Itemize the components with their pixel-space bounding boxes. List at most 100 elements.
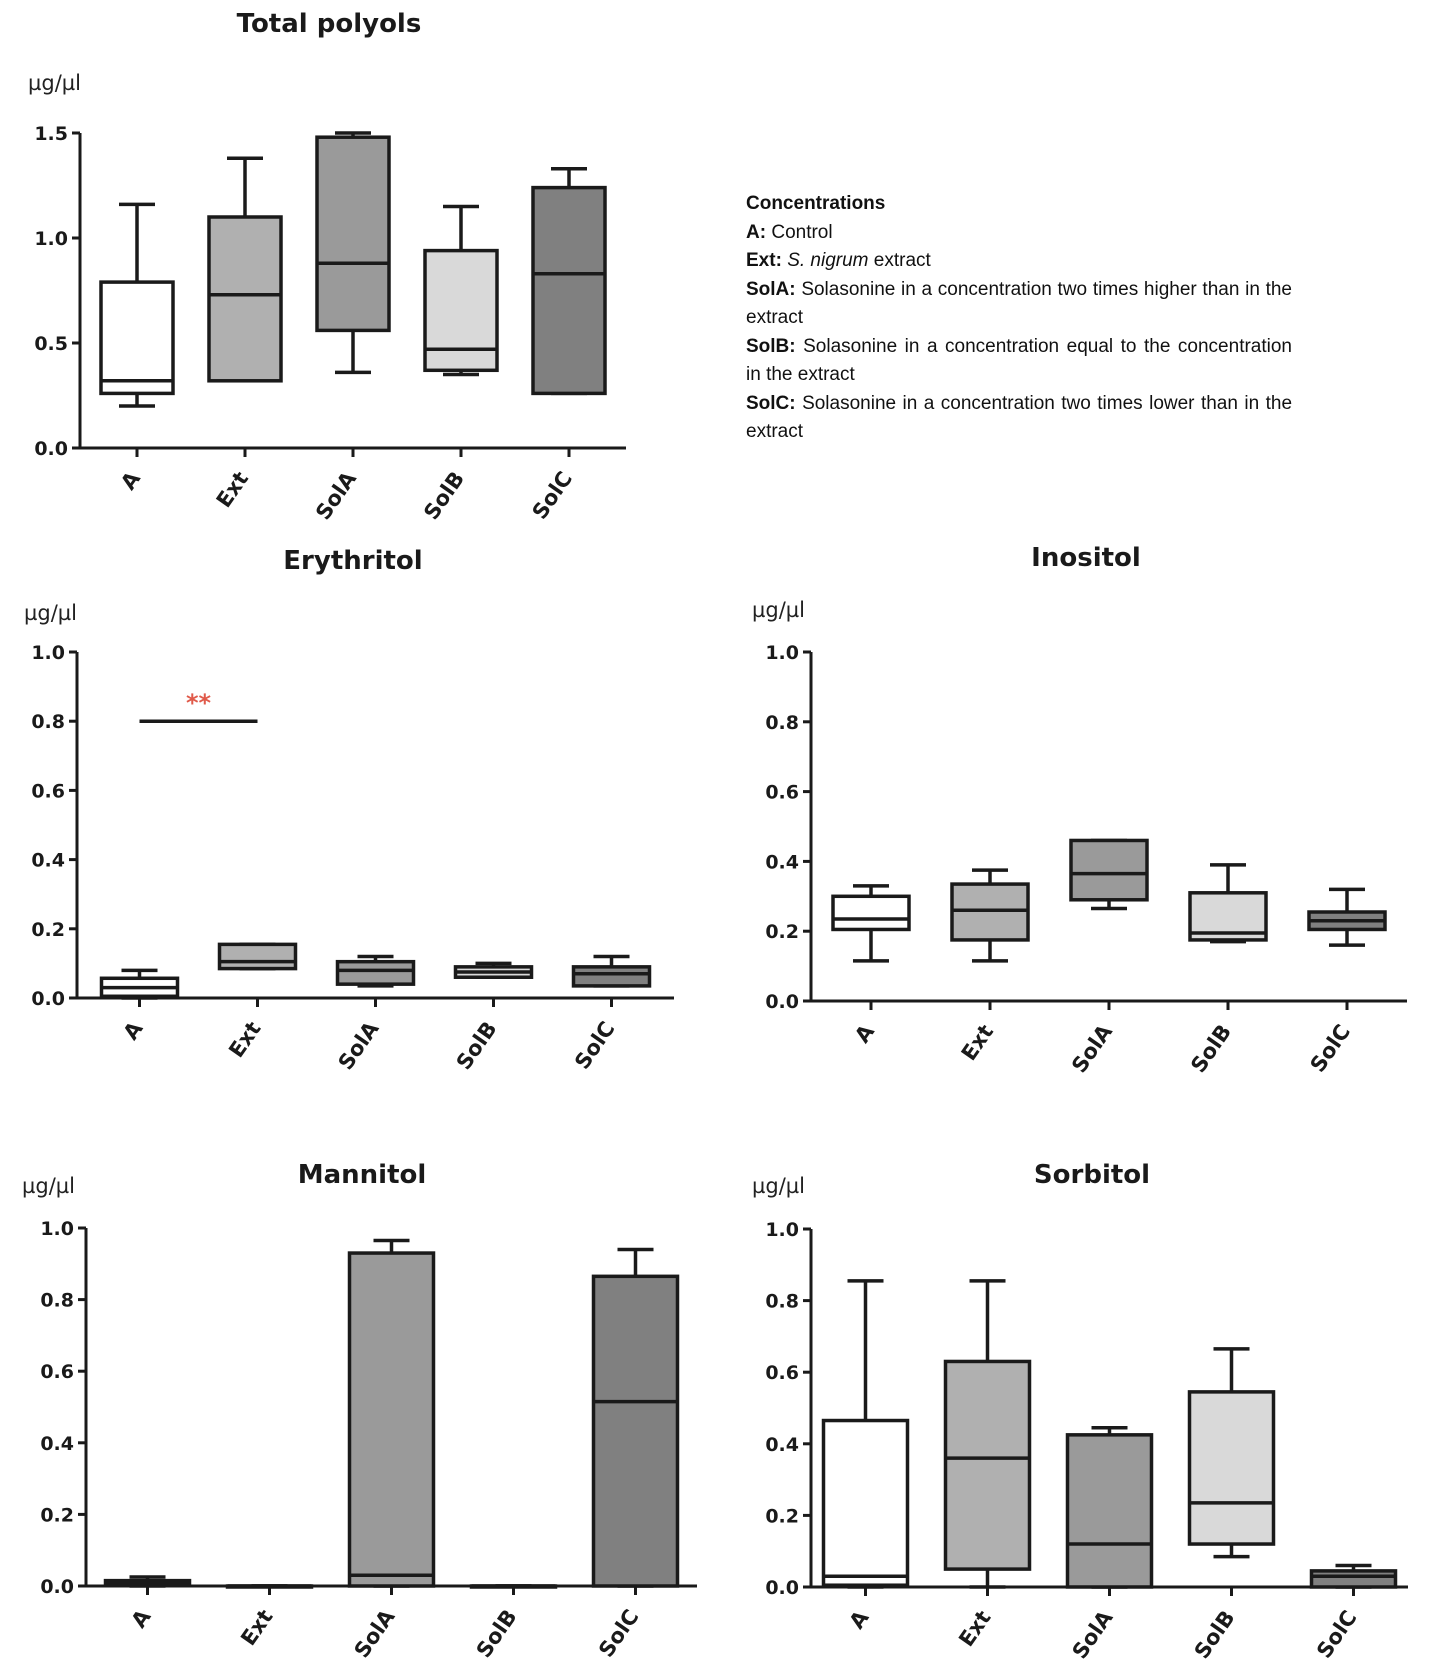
y-axis-unit-label: µg/µl xyxy=(28,71,81,95)
box-iqr xyxy=(1309,1569,1398,1589)
box-solb: SolB xyxy=(1187,1347,1276,1663)
box-ext: Ext xyxy=(207,156,283,512)
x-tick-label: SolB xyxy=(1190,1606,1240,1663)
x-tick-label: SolB xyxy=(1186,1020,1236,1077)
y-tick-label: 0.2 xyxy=(765,921,799,943)
box-solc: SolC xyxy=(591,1247,680,1662)
y-axis-unit-label: µg/µl xyxy=(752,1174,805,1198)
chart-inositol: Inositol µg/µl 0.0 0.2 0.4 0.6 0.8 1.0 A Ext SolA S… xyxy=(752,543,1407,1077)
box-solb: SolB xyxy=(419,204,499,524)
box-iqr xyxy=(335,959,416,986)
box-sola: SolA xyxy=(1067,838,1149,1078)
y-axis-unit-label: µg/µl xyxy=(24,601,77,625)
box-iqr xyxy=(1065,1433,1154,1589)
y-tick-label: 1.0 xyxy=(765,642,799,664)
x-tick-label: SolA xyxy=(1067,1020,1117,1078)
box-iqr xyxy=(821,1418,910,1587)
y-tick-label: 0.0 xyxy=(34,438,68,460)
x-tick-label: SolB xyxy=(419,467,469,524)
box-solc: SolC xyxy=(528,166,607,524)
y-tick-label: 0.0 xyxy=(31,988,65,1010)
box-iqr xyxy=(571,965,652,988)
x-tick-label: SolA xyxy=(334,1017,384,1075)
legend-title: Concentrations xyxy=(746,193,886,214)
y-tick-label: 0.0 xyxy=(765,1577,799,1599)
box-iqr xyxy=(943,1359,1032,1571)
y-tick-label: 0.6 xyxy=(765,1362,799,1384)
y-tick-label: 0.8 xyxy=(765,1291,799,1313)
box-iqr xyxy=(347,1251,436,1588)
legend-key: SolC: xyxy=(746,392,796,414)
x-tick-label: SolC xyxy=(570,1017,620,1074)
box-iqr xyxy=(831,894,911,932)
significance-label: ** xyxy=(186,689,212,717)
chart-title: Erythritol xyxy=(283,546,422,576)
box-ext: Ext xyxy=(217,942,298,1062)
chart-sorbitol: Sorbitol µg/µl 0.0 0.2 0.4 0.6 0.8 1.0 A Ext SolA S… xyxy=(752,1160,1408,1663)
y-tick-label: 0.8 xyxy=(40,1290,74,1312)
box-a: A xyxy=(821,1279,910,1634)
legend-item-a: A: Control xyxy=(746,219,1292,248)
x-tick-label: A xyxy=(845,1606,874,1634)
chart-erythritol: Erythritol µg/µl 0.0 0.2 0.4 0.6 0.8 1.0 A Ext Sol… xyxy=(24,546,674,1074)
y-tick-label: 0.8 xyxy=(31,711,65,733)
legend-item-solb: SolB: Solasonine in a concentration equa… xyxy=(746,333,1292,390)
y-axis-unit-label: µg/µl xyxy=(752,598,805,622)
box-ext: Ext xyxy=(943,1279,1032,1651)
y-tick-label: 0.2 xyxy=(765,1505,799,1527)
box-ext: Ext xyxy=(950,868,1030,1065)
y-tick-label: 0.4 xyxy=(765,851,799,873)
y-tick-label: 0.5 xyxy=(34,333,68,355)
box-iqr xyxy=(1187,1390,1276,1546)
chart-title: Mannitol xyxy=(298,1160,427,1190)
box-solc: SolC xyxy=(1306,887,1387,1077)
box-solb: SolB xyxy=(452,961,534,1074)
box-iqr xyxy=(531,185,607,396)
legend-text: Solasonine in a concentration equal to t… xyxy=(746,335,1292,386)
x-tick-label: Ext xyxy=(954,1606,995,1651)
box-sola: SolA xyxy=(311,131,391,524)
legend-text: Control xyxy=(771,221,833,243)
legend-key: SolB: xyxy=(746,335,796,357)
box-a: A xyxy=(99,968,180,1045)
box-sola: SolA xyxy=(347,1238,436,1663)
y-tick-label: 1.0 xyxy=(765,1219,799,1241)
box-solc: SolC xyxy=(1309,1563,1398,1663)
x-tick-label: SolC xyxy=(1306,1020,1356,1077)
box-sola: SolA xyxy=(1065,1425,1154,1664)
y-axis-unit-label: µg/µl xyxy=(22,1174,75,1198)
box-a: A xyxy=(103,1575,192,1632)
box-iqr xyxy=(217,942,298,971)
x-tick-label: A xyxy=(119,1017,148,1045)
legend-key: A: xyxy=(746,221,767,243)
y-tick-label: 0.2 xyxy=(31,919,65,941)
y-tick-label: 0.0 xyxy=(40,1576,74,1598)
x-tick-label: SolA xyxy=(1068,1606,1118,1664)
box-sola: SolA xyxy=(334,954,416,1075)
chart-title: Sorbitol xyxy=(1034,1160,1150,1190)
y-tick-label: 0.8 xyxy=(765,712,799,734)
legend-item-ext: Ext: S. nigrum extract xyxy=(746,247,1292,276)
legend-key: Ext: xyxy=(746,250,782,271)
chart-mannitol: Mannitol µg/µl 0.0 0.2 0.4 0.6 0.8 1.0 A Ext SolA S… xyxy=(22,1160,697,1662)
x-tick-label: SolB xyxy=(472,1605,522,1662)
y-tick-label: 0.4 xyxy=(31,850,65,872)
box-iqr xyxy=(1069,838,1149,902)
x-tick-label: Ext xyxy=(236,1605,277,1650)
y-tick-label: 1.0 xyxy=(40,1218,74,1240)
legend-key: SolA: xyxy=(746,278,796,300)
x-tick-label: Ext xyxy=(224,1017,265,1062)
box-iqr xyxy=(315,135,391,333)
chart-title: Inositol xyxy=(1031,543,1141,573)
x-tick-label: SolC xyxy=(1312,1606,1362,1663)
legend-species: S. nigrum xyxy=(787,250,869,271)
legend-text: Solasonine in a concentration two times … xyxy=(746,392,1293,443)
legend-text: Solasonine in a concentration two times … xyxy=(746,278,1292,329)
y-tick-label: 0.4 xyxy=(40,1433,74,1455)
y-tick-label: 0.2 xyxy=(40,1504,74,1526)
chart-total-polyols: Total polyols µg/µl 0.0 0.5 1.0 1.5 A Ext SolA So… xyxy=(28,9,626,524)
box-solb: SolB xyxy=(1186,863,1268,1077)
y-tick-label: 0.0 xyxy=(765,991,799,1013)
x-tick-label: SolA xyxy=(350,1605,400,1663)
